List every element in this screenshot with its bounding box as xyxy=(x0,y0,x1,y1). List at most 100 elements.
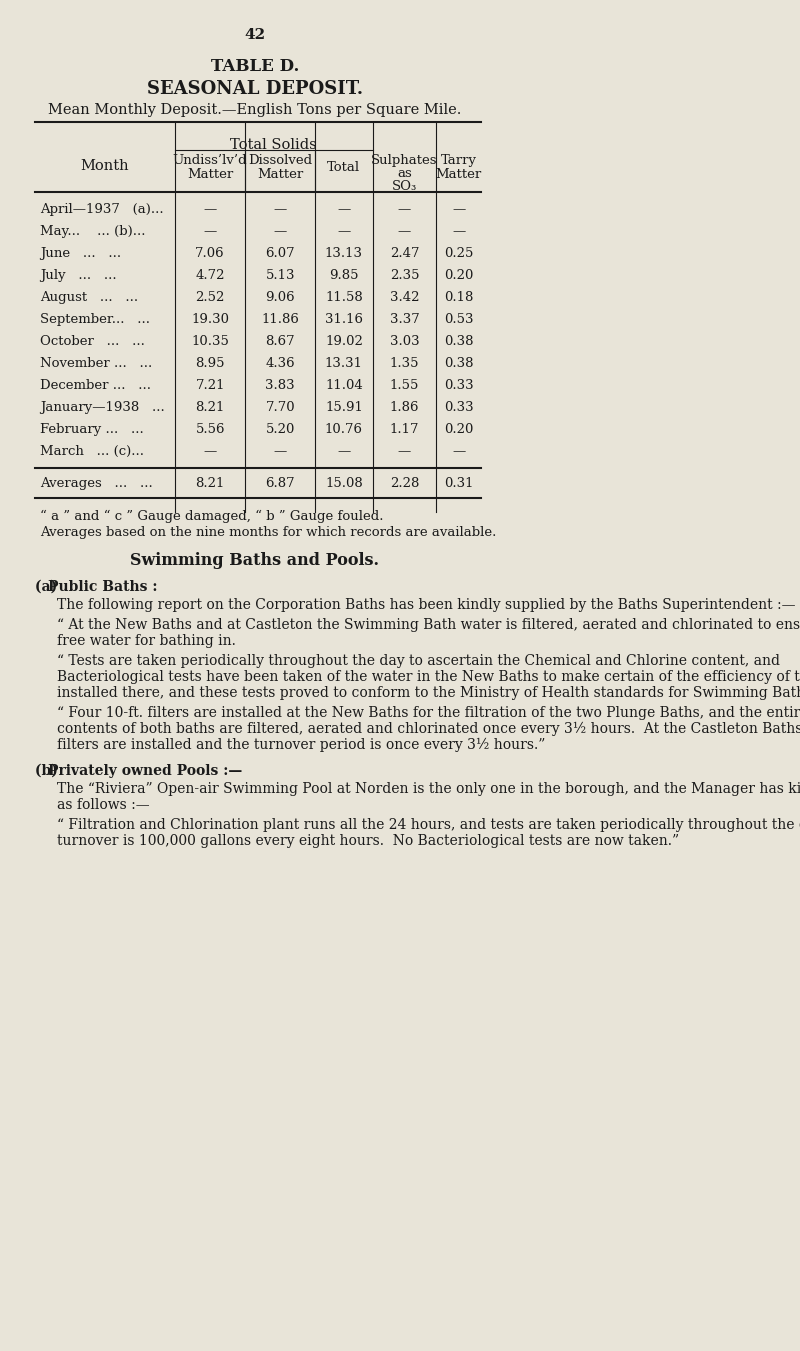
Text: —: — xyxy=(338,226,350,238)
Text: Swimming Baths and Pools.: Swimming Baths and Pools. xyxy=(130,553,379,569)
Text: August   ...   ...: August ... ... xyxy=(40,290,138,304)
Text: Matter: Matter xyxy=(187,168,234,181)
Text: Bacteriological tests have been taken of the water in the New Baths to make cert: Bacteriological tests have been taken of… xyxy=(58,670,800,684)
Text: Dissolved: Dissolved xyxy=(248,154,312,168)
Text: 2.35: 2.35 xyxy=(390,269,419,282)
Text: 3.42: 3.42 xyxy=(390,290,419,304)
Text: (a): (a) xyxy=(35,580,62,594)
Text: 3.83: 3.83 xyxy=(266,380,295,392)
Text: Public Baths :: Public Baths : xyxy=(48,580,158,594)
Text: 7.70: 7.70 xyxy=(266,401,295,413)
Text: “ Tests are taken periodically throughout the day to ascertain the Chemical and : “ Tests are taken periodically throughou… xyxy=(58,654,780,667)
Text: —: — xyxy=(452,226,465,238)
Text: 15.91: 15.91 xyxy=(325,401,363,413)
Text: —: — xyxy=(398,203,411,216)
Text: 11.86: 11.86 xyxy=(262,313,299,326)
Text: 13.31: 13.31 xyxy=(325,357,363,370)
Text: 7.21: 7.21 xyxy=(195,380,225,392)
Text: June   ...   ...: June ... ... xyxy=(40,247,122,259)
Text: 19.30: 19.30 xyxy=(191,313,229,326)
Text: 2.28: 2.28 xyxy=(390,477,419,490)
Text: 10.35: 10.35 xyxy=(191,335,229,349)
Text: 0.20: 0.20 xyxy=(444,423,474,436)
Text: 19.02: 19.02 xyxy=(325,335,363,349)
Text: 0.38: 0.38 xyxy=(444,335,474,349)
Text: 5.56: 5.56 xyxy=(195,423,225,436)
Text: 0.20: 0.20 xyxy=(444,269,474,282)
Text: October   ...   ...: October ... ... xyxy=(40,335,145,349)
Text: 8.21: 8.21 xyxy=(195,477,225,490)
Text: 42: 42 xyxy=(244,28,266,42)
Text: 8.21: 8.21 xyxy=(195,401,225,413)
Text: 3.37: 3.37 xyxy=(390,313,419,326)
Text: 0.18: 0.18 xyxy=(444,290,474,304)
Text: 4.72: 4.72 xyxy=(195,269,225,282)
Text: 5.20: 5.20 xyxy=(266,423,295,436)
Text: “ Filtration and Chlorination plant runs all the 24 hours, and tests are taken p: “ Filtration and Chlorination plant runs… xyxy=(58,817,800,832)
Text: 1.55: 1.55 xyxy=(390,380,419,392)
Text: 1.35: 1.35 xyxy=(390,357,419,370)
Text: 0.33: 0.33 xyxy=(444,380,474,392)
Text: SO₃: SO₃ xyxy=(392,180,417,193)
Text: Matter: Matter xyxy=(257,168,303,181)
Text: (b): (b) xyxy=(35,765,62,778)
Text: —: — xyxy=(274,444,287,458)
Text: TABLE D.: TABLE D. xyxy=(210,58,299,76)
Text: July   ...   ...: July ... ... xyxy=(40,269,117,282)
Text: April—1937   (a)...: April—1937 (a)... xyxy=(40,203,164,216)
Text: SEASONAL DEPOSIT.: SEASONAL DEPOSIT. xyxy=(146,80,363,99)
Text: Sulphates: Sulphates xyxy=(371,154,438,168)
Text: 9.06: 9.06 xyxy=(266,290,295,304)
Text: 11.04: 11.04 xyxy=(325,380,362,392)
Text: Total: Total xyxy=(327,161,361,174)
Text: 4.36: 4.36 xyxy=(266,357,295,370)
Text: “ At the New Baths and at Castleton the Swimming Bath water is filtered, aerated: “ At the New Baths and at Castleton the … xyxy=(58,617,800,632)
Text: 31.16: 31.16 xyxy=(325,313,363,326)
Text: —: — xyxy=(338,203,350,216)
Text: Averages based on the nine months for which records are available.: Averages based on the nine months for wh… xyxy=(40,526,497,539)
Text: turnover is 100,000 gallons every eight hours.  No Bacteriological tests are now: turnover is 100,000 gallons every eight … xyxy=(58,834,679,848)
Text: Matter: Matter xyxy=(435,168,482,181)
Text: 2.47: 2.47 xyxy=(390,247,419,259)
Text: —: — xyxy=(452,444,465,458)
Text: 1.17: 1.17 xyxy=(390,423,419,436)
Text: March   ... (c)...: March ... (c)... xyxy=(40,444,144,458)
Text: January—1938   ...: January—1938 ... xyxy=(40,401,165,413)
Text: 0.31: 0.31 xyxy=(444,477,474,490)
Text: —: — xyxy=(452,203,465,216)
Text: 15.08: 15.08 xyxy=(325,477,362,490)
Text: 13.13: 13.13 xyxy=(325,247,363,259)
Text: —: — xyxy=(203,203,217,216)
Text: —: — xyxy=(203,226,217,238)
Text: contents of both baths are filtered, aerated and chlorinated once every 3½ hours: contents of both baths are filtered, aer… xyxy=(58,721,800,736)
Text: free water for bathing in.: free water for bathing in. xyxy=(58,634,236,648)
Text: 0.53: 0.53 xyxy=(444,313,474,326)
Text: 6.07: 6.07 xyxy=(266,247,295,259)
Text: —: — xyxy=(398,444,411,458)
Text: 8.67: 8.67 xyxy=(266,335,295,349)
Text: 0.33: 0.33 xyxy=(444,401,474,413)
Text: —: — xyxy=(274,226,287,238)
Text: Total Solids: Total Solids xyxy=(230,138,318,153)
Text: installed there, and these tests proved to conform to the Ministry of Health sta: installed there, and these tests proved … xyxy=(58,686,800,700)
Text: February ...   ...: February ... ... xyxy=(40,423,144,436)
Text: 3.03: 3.03 xyxy=(390,335,419,349)
Text: September...   ...: September... ... xyxy=(40,313,150,326)
Text: November ...   ...: November ... ... xyxy=(40,357,152,370)
Text: as follows :—: as follows :— xyxy=(58,798,150,812)
Text: 8.95: 8.95 xyxy=(195,357,225,370)
Text: Privately owned Pools :—: Privately owned Pools :— xyxy=(48,765,242,778)
Text: “ a ” and “ c ” Gauge damaged, “ b ” Gauge fouled.: “ a ” and “ c ” Gauge damaged, “ b ” Gau… xyxy=(40,509,384,523)
Text: 11.58: 11.58 xyxy=(325,290,362,304)
Text: 5.13: 5.13 xyxy=(266,269,295,282)
Text: December ...   ...: December ... ... xyxy=(40,380,151,392)
Text: —: — xyxy=(274,203,287,216)
Text: Averages   ...   ...: Averages ... ... xyxy=(40,477,153,490)
Text: “ Four 10-ft. filters are installed at the New Baths for the filtration of the t: “ Four 10-ft. filters are installed at t… xyxy=(58,707,800,720)
Text: Mean Monthly Deposit.—English Tons per Square Mile.: Mean Monthly Deposit.—English Tons per S… xyxy=(48,103,462,118)
Text: 10.76: 10.76 xyxy=(325,423,363,436)
Text: —: — xyxy=(398,226,411,238)
Text: 0.38: 0.38 xyxy=(444,357,474,370)
Text: The following report on the Corporation Baths has been kindly supplied by the Ba: The following report on the Corporation … xyxy=(58,598,796,612)
Text: Tarry: Tarry xyxy=(441,154,477,168)
